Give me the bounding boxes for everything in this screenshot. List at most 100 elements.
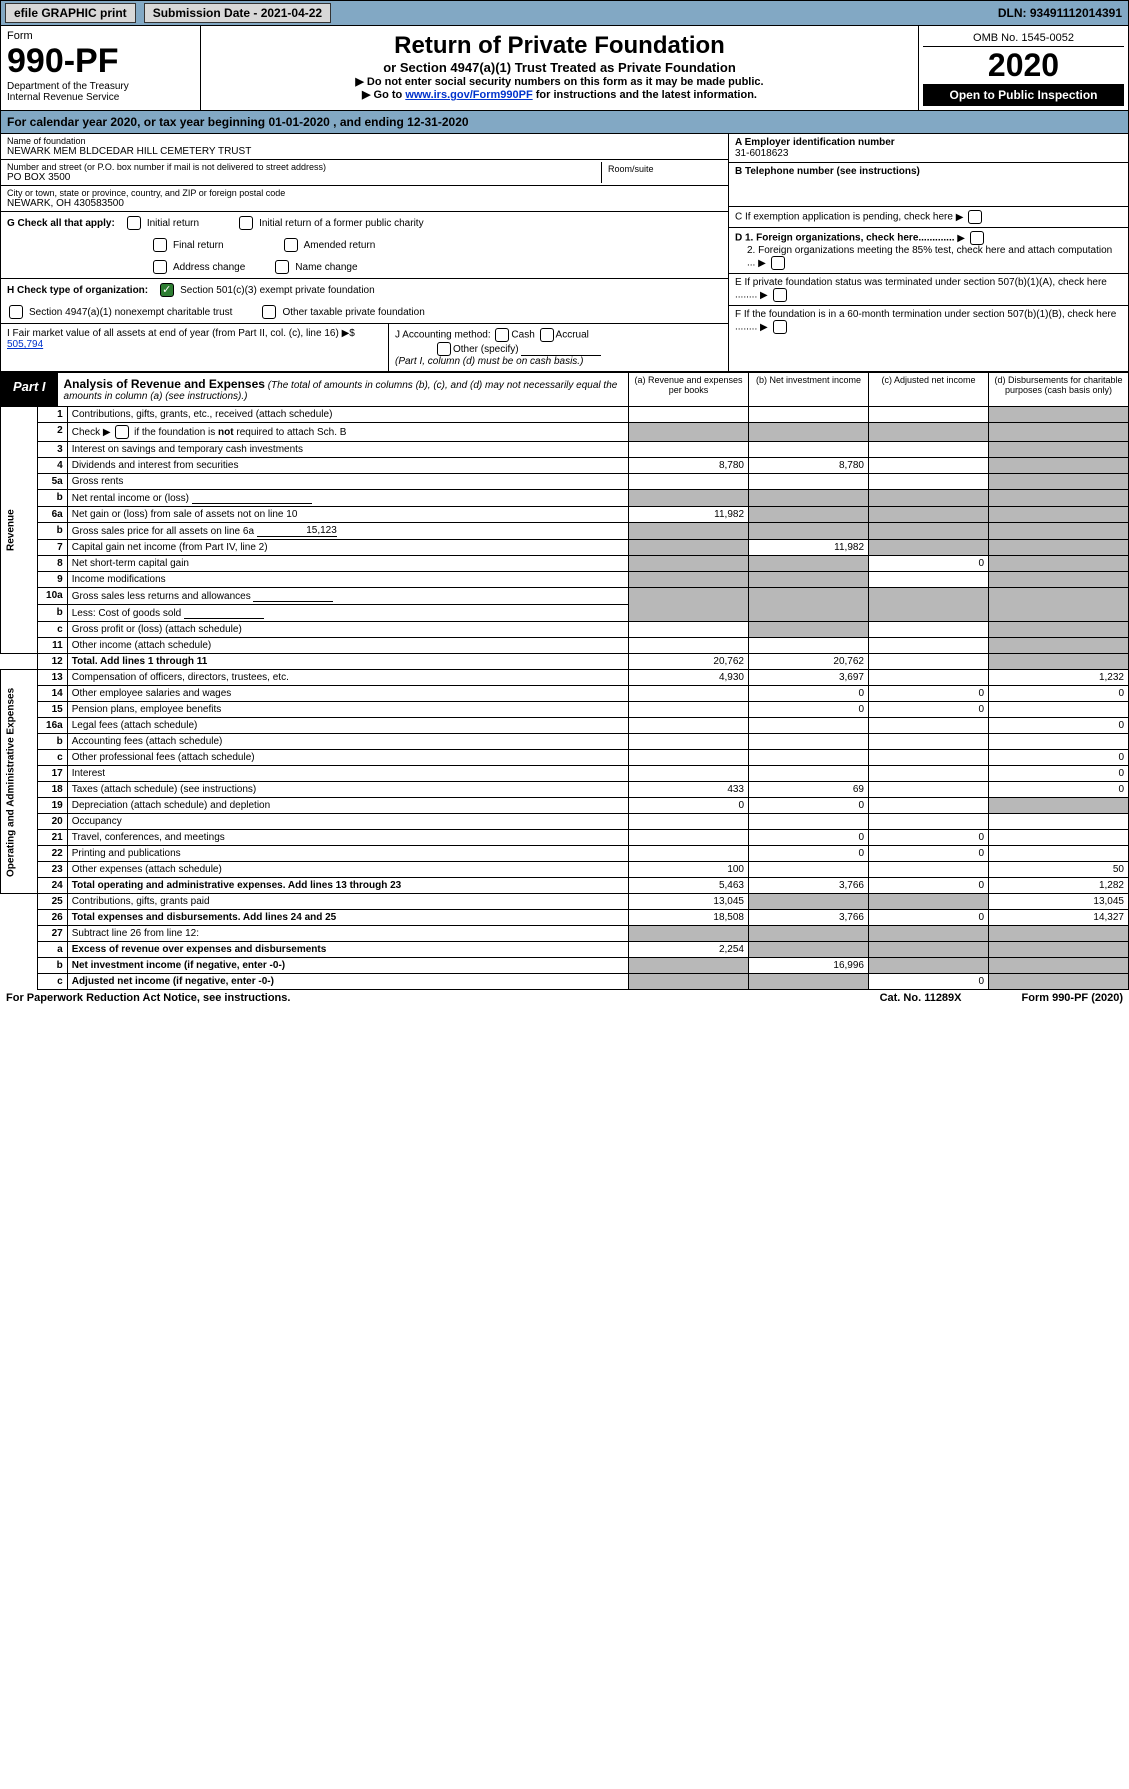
form-label: Form [7, 30, 194, 42]
row-26: 26Total expenses and disbursements. Add … [1, 910, 1129, 926]
ck-d2[interactable] [771, 256, 785, 270]
r9-desc: Income modifications [67, 572, 628, 588]
r6b-val: 15,123 [257, 525, 337, 537]
form-subtitle: or Section 4947(a)(1) Trust Treated as P… [207, 60, 912, 75]
r17d: 0 [989, 766, 1129, 782]
r26a: 18,508 [629, 910, 749, 926]
r10a-input[interactable] [253, 590, 333, 602]
instr-2: ▶ Go to www.irs.gov/Form990PF for instru… [207, 88, 912, 101]
ck-e[interactable] [773, 288, 787, 302]
d2-label: 2. Foreign organizations meeting the 85%… [747, 245, 1112, 269]
d1-label: D 1. Foreign organizations, check here..… [735, 233, 955, 244]
submission-btn[interactable]: Submission Date - 2021-04-22 [144, 3, 331, 23]
j-lead: J Accounting method: [395, 330, 491, 341]
row-16c: cOther professional fees (attach schedul… [1, 750, 1129, 766]
r19b: 0 [749, 798, 869, 814]
ck-c[interactable] [968, 210, 982, 224]
f-label: F If the foundation is in a 60-month ter… [735, 309, 1116, 333]
irs-link[interactable]: www.irs.gov/Form990PF [405, 89, 532, 101]
r26-desc: Total expenses and disbursements. Add li… [72, 912, 337, 923]
open-public: Open to Public Inspection [923, 84, 1124, 106]
r1-desc: Contributions, gifts, grants, etc., rece… [67, 407, 628, 423]
name-label: Name of foundation [7, 136, 722, 146]
revenue-side: Revenue [1, 407, 38, 654]
ck-addrchg[interactable] [153, 260, 167, 274]
row-5a: 5aGross rents [1, 474, 1129, 490]
h-lead: H Check type of organization: [7, 285, 148, 296]
row-14: 14Other employee salaries and wages000 [1, 686, 1129, 702]
row-25: 25Contributions, gifts, grants paid13,04… [1, 894, 1129, 910]
g-lead: G Check all that apply: [7, 218, 115, 229]
r10b-input[interactable] [184, 607, 264, 619]
part1-desc: Analysis of Revenue and Expenses (The to… [58, 373, 628, 406]
ck-initial[interactable] [127, 216, 141, 230]
ck-initial-former[interactable] [239, 216, 253, 230]
d-row: D 1. Foreign organizations, check here..… [729, 228, 1128, 274]
r25a: 13,045 [629, 894, 749, 910]
r23d: 50 [989, 862, 1129, 878]
ck-4947[interactable] [9, 305, 23, 319]
i-val[interactable]: 505,794 [7, 339, 43, 350]
room-label: Room/suite [608, 164, 716, 174]
col-b-hdr: (b) Net investment income [749, 373, 869, 407]
r14-desc: Other employee salaries and wages [67, 686, 628, 702]
row-20: 20Occupancy [1, 814, 1129, 830]
city-row: City or town, state or province, country… [1, 186, 728, 211]
r4b: 8,780 [749, 458, 869, 474]
r5b-input[interactable] [192, 492, 312, 504]
row-16b: bAccounting fees (attach schedule) [1, 734, 1129, 750]
form-title: Return of Private Foundation [207, 32, 912, 60]
entity-right: A Employer identification number 31-6018… [728, 134, 1128, 371]
r13b: 3,697 [749, 670, 869, 686]
ck-d1[interactable] [970, 231, 984, 245]
g-row3: Address change Name change [1, 256, 728, 279]
instr-1: ▶ Do not enter social security numbers o… [207, 75, 912, 88]
omb-number: OMB No. 1545-0052 [923, 30, 1124, 47]
row-1: Revenue1Contributions, gifts, grants, et… [1, 407, 1129, 423]
r17-desc: Interest [67, 766, 628, 782]
row-15: 15Pension plans, employee benefits00 [1, 702, 1129, 718]
ck-cash[interactable] [495, 328, 509, 342]
r21-desc: Travel, conferences, and meetings [67, 830, 628, 846]
r18d: 0 [989, 782, 1129, 798]
j-note: (Part I, column (d) must be on cash basi… [395, 356, 583, 367]
ck-accrual[interactable] [540, 328, 554, 342]
r16cd: 0 [989, 750, 1129, 766]
j-other: Other (specify) [453, 344, 519, 355]
other-input[interactable] [521, 344, 601, 356]
part1-title: Analysis of Revenue and Expenses [64, 377, 265, 391]
g-opt4: Address change [173, 262, 245, 273]
r18-desc: Taxes (attach schedule) (see instruction… [67, 782, 628, 798]
row-4: 4Dividends and interest from securities8… [1, 458, 1129, 474]
r16ad: 0 [989, 718, 1129, 734]
efile-btn[interactable]: efile GRAPHIC print [5, 3, 136, 23]
r5a-desc: Gross rents [67, 474, 628, 490]
r16b-desc: Accounting fees (attach schedule) [67, 734, 628, 750]
ck-amended[interactable] [284, 238, 298, 252]
i-box: I Fair market value of all assets at end… [1, 324, 388, 371]
ck-schb[interactable] [115, 425, 129, 439]
ck-other-method[interactable] [437, 342, 451, 356]
r26d: 14,327 [989, 910, 1129, 926]
tax-year: 2020 [923, 47, 1124, 84]
part1-label: Part I [1, 373, 58, 406]
ck-other-tax[interactable] [262, 305, 276, 319]
ck-501c3[interactable] [160, 283, 174, 297]
ck-f[interactable] [773, 320, 787, 334]
row-27: 27Subtract line 26 from line 12: [1, 926, 1129, 942]
row-24: 24Total operating and administrative exp… [1, 878, 1129, 894]
r6aa: 11,982 [629, 507, 749, 523]
r13-desc: Compensation of officers, directors, tru… [67, 670, 628, 686]
ck-final[interactable] [153, 238, 167, 252]
r10c-desc: Gross profit or (loss) (attach schedule) [67, 622, 628, 638]
h-opt3: Other taxable private foundation [282, 307, 424, 318]
r13d: 1,232 [989, 670, 1129, 686]
ck-namechg[interactable] [275, 260, 289, 274]
instr2-pre: ▶ Go to [362, 89, 405, 101]
col-a-hdr: (a) Revenue and expenses per books [629, 373, 749, 407]
row-27a: aExcess of revenue over expenses and dis… [1, 942, 1129, 958]
r27cc: 0 [869, 974, 989, 990]
r27bb: 16,996 [749, 958, 869, 974]
r26c: 0 [869, 910, 989, 926]
dln: DLN: 93491112014391 [992, 4, 1128, 22]
